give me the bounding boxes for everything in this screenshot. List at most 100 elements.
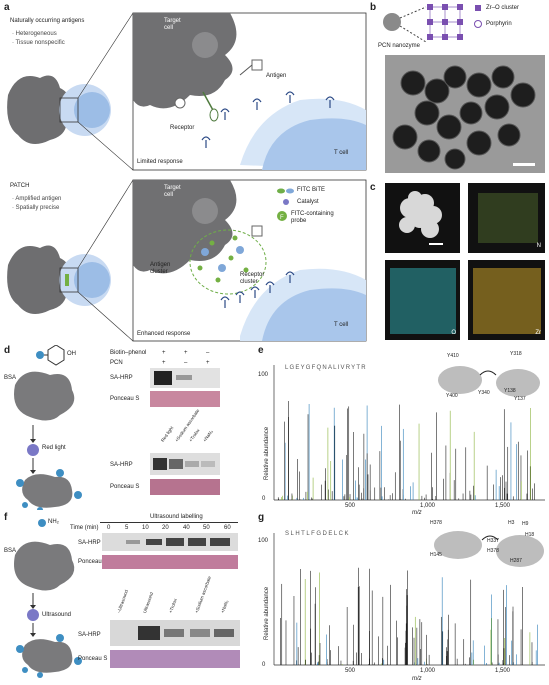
g-sequence: SLHTLFGDELCK xyxy=(285,531,351,537)
e-res-y137: Y137 xyxy=(514,396,526,402)
panel-a-figure: F xyxy=(7,12,367,342)
d-blot4-label: Ponceau S xyxy=(110,484,140,490)
c-map-zr-label: Zr xyxy=(535,330,541,336)
a-legend-bite: FITC BiTE xyxy=(297,187,325,193)
f-time-50: 50 xyxy=(203,525,210,531)
d-sign-2-2: – xyxy=(184,360,188,366)
c-map-o: O xyxy=(385,260,460,340)
c-haadf-image xyxy=(385,183,460,253)
d-blot3 xyxy=(150,453,220,475)
e-spectrum xyxy=(273,365,545,501)
f-blot4 xyxy=(110,650,240,668)
f-blot1 xyxy=(102,533,238,551)
d-sign-1-1: + xyxy=(162,350,166,356)
f-blot3 xyxy=(110,620,240,646)
d-red-light-label: Red light xyxy=(42,445,66,451)
f-lane-labels: –Ultrasound Ultrasound +Trolox +Sodium a… xyxy=(110,575,235,618)
d-blot1-label: SA-HRP xyxy=(110,375,133,381)
e-sequence: LGEYGFQNALIVRYTR xyxy=(285,365,367,371)
d-bsa-label: BSA xyxy=(4,375,17,381)
c-map-zr: Zr xyxy=(468,260,545,340)
g-res-h287: H287 xyxy=(510,558,522,564)
d-row1-label: Biotin–phenol xyxy=(110,350,147,356)
a-bottom-bullet-2: · Spatially precise xyxy=(12,205,60,211)
d-row2-label: PCN xyxy=(110,360,123,366)
d-lane-2: +Sodium ascorbate xyxy=(174,408,201,443)
f-schematic xyxy=(14,519,82,678)
g-res-h378-a: H378 xyxy=(430,520,442,526)
f-time-40: 40 xyxy=(183,525,190,531)
d-sign-2-3: + xyxy=(206,360,210,366)
a-top-title: Naturally occurring antigens xyxy=(10,18,85,24)
c-map-n-label: N xyxy=(536,243,541,249)
f-probe-nh2: NH₂ xyxy=(48,519,59,525)
g-res-h337: H337 xyxy=(487,538,499,544)
g-res-h3: H3 xyxy=(508,520,515,526)
e-res-y400: Y400 xyxy=(446,393,458,399)
a-receptor-cluster-label: Receptor cluster xyxy=(240,272,265,285)
f-blot2-label: Ponceau S xyxy=(78,559,108,565)
g-res-h18: H18 xyxy=(525,532,535,538)
f-time-60: 60 xyxy=(224,525,231,531)
a-bottom-target-cell-small xyxy=(7,245,111,314)
e-res-y138: Y138 xyxy=(504,388,516,394)
g-xtick-1000: 1,000 xyxy=(420,668,436,674)
panel-label-e: e xyxy=(258,345,264,356)
e-y-tick-100: 100 xyxy=(258,372,269,378)
a-top-receptor-label: Receptor xyxy=(170,125,195,131)
a-bottom-title: PATCH xyxy=(10,183,30,189)
g-xtick-500: 500 xyxy=(345,668,356,674)
e-x-label: m/z xyxy=(412,510,422,516)
f-header: Ultrasound labelling xyxy=(150,514,203,520)
panel-label-b: b xyxy=(370,2,377,13)
a-bottom-target-cell-label: Target cell xyxy=(164,185,181,198)
b-tem-image xyxy=(385,55,545,173)
d-blot4 xyxy=(150,479,220,495)
panel-label-d: d xyxy=(4,345,11,356)
d-probe-oh: OH xyxy=(67,351,76,357)
a-antigen-cluster-label: Antigen cluster xyxy=(150,262,171,275)
panel-label-f: f xyxy=(4,512,8,523)
a-top-bullet-1: · Heterogeneous xyxy=(12,31,57,37)
e-res-y318: Y318 xyxy=(510,351,522,357)
d-lane-4: +NaN₃ xyxy=(202,428,214,443)
e-res-y340: Y340 xyxy=(478,390,490,396)
a-top-target-cell-label: Target cell xyxy=(164,18,181,31)
g-res-h9: H9 xyxy=(522,521,529,527)
f-time-5: 5 xyxy=(125,525,129,531)
d-sign-1-3: – xyxy=(206,350,210,356)
d-lane-1: Red light xyxy=(160,425,175,443)
f-lane-1: –Ultrasound xyxy=(116,589,129,614)
a-top-antigen-label: Antigen xyxy=(266,73,287,79)
c-map-o-label: O xyxy=(451,330,456,336)
a-bottom-response-label: Enhanced response xyxy=(137,331,191,337)
e-y-tick-0: 0 xyxy=(262,496,266,502)
g-res-h378-b: H378 xyxy=(487,548,499,554)
g-spectrum xyxy=(273,531,545,666)
panel-label-g: g xyxy=(258,512,265,523)
g-x-label: m/z xyxy=(412,676,422,682)
g-y-tick-100: 100 xyxy=(258,538,269,544)
f-time-0: 0 xyxy=(107,525,111,531)
a-top-tcell-label: T cell xyxy=(334,150,349,156)
f-time-20: 20 xyxy=(162,525,169,531)
f-blot1-label: SA-HRP xyxy=(78,540,101,546)
f-header-line xyxy=(100,522,238,523)
a-legend-probe: FITC-containing probe xyxy=(291,211,334,224)
svg-text:F: F xyxy=(280,215,284,221)
f-lane-5: +NaN₃ xyxy=(220,599,230,614)
f-blot3-label: SA-HRP xyxy=(78,632,101,638)
panel-label-a: a xyxy=(4,2,10,13)
f-blot2 xyxy=(102,555,238,569)
f-bsa-label: BSA xyxy=(4,548,17,554)
d-blot1 xyxy=(150,368,220,388)
e-xtick-500: 500 xyxy=(345,503,356,509)
f-time-label: Time (min) xyxy=(70,525,99,531)
g-y-tick-0: 0 xyxy=(262,662,266,668)
d-sign-1-2: + xyxy=(184,350,188,356)
d-lane-3: +Trolox xyxy=(188,427,201,443)
a-top-target-cell-small xyxy=(7,75,111,144)
e-xtick-1000: 1,000 xyxy=(420,503,436,509)
e-xtick-1500: 1,500 xyxy=(495,503,511,509)
b-mof-schematic xyxy=(383,4,482,43)
